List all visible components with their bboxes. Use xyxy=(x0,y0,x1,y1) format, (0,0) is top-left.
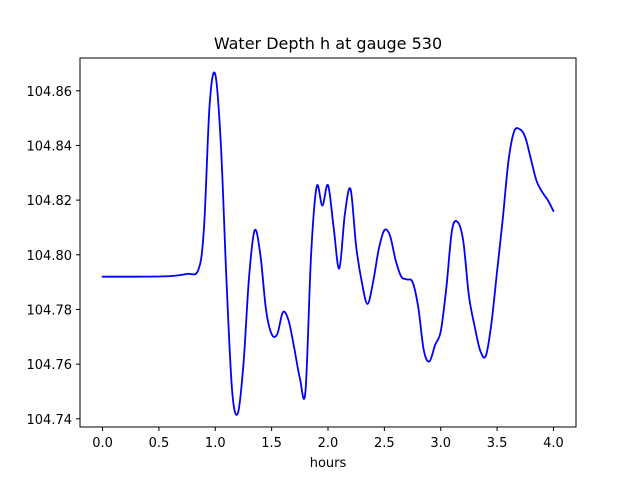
x-tick-label: 1.5 xyxy=(261,436,282,451)
y-tick-label: 104.76 xyxy=(27,358,73,373)
x-tick-label: 0.5 xyxy=(149,436,170,451)
x-tick-label: 4.0 xyxy=(543,436,564,451)
x-tick-label: 2.5 xyxy=(374,436,395,451)
x-tick-label: 0.0 xyxy=(92,436,113,451)
x-tick-label: 3.5 xyxy=(487,436,508,451)
x-axis-label: hours xyxy=(310,456,347,471)
y-tick-label: 104.80 xyxy=(27,249,73,264)
data-series-line-1 xyxy=(101,71,555,416)
y-tick-label: 104.74 xyxy=(27,413,73,428)
plot-area: 0.0 0.5 1.0 1.5 2.0 2.5 3.0 3.5 4.0 104.74 104.76 1… xyxy=(27,57,577,451)
y-tick-label: 104.86 xyxy=(27,85,73,100)
x-tick-label: 1.0 xyxy=(205,436,226,451)
y-tick-label: 104.82 xyxy=(27,194,73,209)
x-tick-label: 3.0 xyxy=(430,436,451,451)
y-tick-label: 104.78 xyxy=(27,303,73,318)
y-tick-label: 104.84 xyxy=(27,139,73,154)
x-tick-label: 2.0 xyxy=(318,436,339,451)
chart-title: Water Depth h at gauge 530 xyxy=(214,34,442,53)
